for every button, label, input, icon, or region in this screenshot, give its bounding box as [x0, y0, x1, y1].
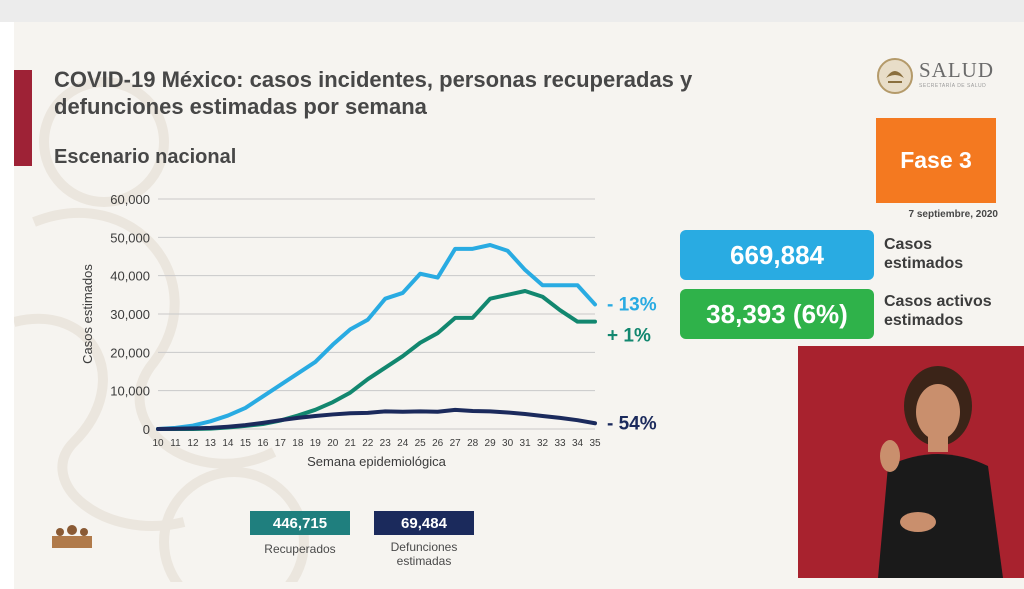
recovered-total-value: 446,715: [272, 514, 328, 532]
deaths-label-line-2: estimadas: [396, 554, 452, 568]
y-tick-label: 60,000: [110, 192, 150, 207]
slide-subtitle: Escenario nacional: [54, 146, 237, 168]
x-tick-label: 27: [450, 438, 462, 449]
x-tick-label: 12: [187, 438, 199, 449]
x-tick-label: 32: [537, 438, 549, 449]
x-tick-label: 29: [485, 438, 497, 449]
recovered-label: Recuperados: [264, 542, 336, 556]
x-tick-label: 11: [170, 438, 181, 449]
series-line-deaths: [156, 407, 597, 431]
x-tick-label: 33: [554, 438, 566, 449]
accent-bar: [14, 70, 32, 166]
x-tick-label: 30: [502, 438, 514, 449]
x-tick-label: 26: [432, 438, 444, 449]
sign-language-interpreter-video: [798, 346, 1024, 578]
x-tick-label: 18: [292, 438, 304, 449]
active-label-line-1: Casos activos: [884, 293, 992, 310]
series-change-label-deaths: - 54%: [607, 413, 657, 434]
cases-estimated-badge: 669,884: [680, 230, 874, 280]
cases-label-line-1: Casos: [884, 236, 933, 253]
x-axis-label: Semana epidemiológica: [307, 454, 447, 469]
x-tick-label: 35: [589, 438, 601, 449]
phase-label: Fase 3: [900, 147, 972, 173]
series-line-cases: [156, 243, 597, 431]
x-tick-label: 28: [467, 438, 479, 449]
x-tick-label: 22: [362, 438, 374, 449]
x-tick-label: 23: [380, 438, 392, 449]
x-tick-label: 25: [415, 438, 427, 449]
x-tick-label: 34: [572, 438, 584, 449]
cases-label-line-2: estimados: [884, 255, 964, 272]
cases-estimated-label: Casos estimados: [884, 235, 963, 273]
top-band: [0, 0, 1024, 22]
y-tick-label: 20,000: [110, 345, 150, 360]
y-tick-label: 30,000: [110, 307, 150, 322]
weekly-cases-line-chart: 0 10,000 20,000 30,000 40,000 50,000 60,000 10 1…: [80, 192, 657, 469]
interpreter-person-icon: [878, 366, 1003, 578]
y-tick-label: 50,000: [110, 230, 150, 245]
background-ornament-icon: [14, 77, 309, 582]
slide: COVID-19 México: casos incidentes, perso…: [14, 22, 1024, 589]
y-tick-label: 40,000: [110, 269, 150, 284]
salud-eagle-seal-icon: [877, 58, 913, 94]
x-tick-label: 14: [222, 438, 234, 449]
logo-text: SALUD: [919, 58, 995, 82]
x-tick-label: 10: [152, 438, 164, 449]
deaths-total-badge: 69,484: [374, 511, 474, 535]
active-cases-value: 38,393 (6%): [706, 298, 848, 329]
report-date: 7 septiembre, 2020: [908, 209, 999, 220]
deaths-total-value: 69,484: [401, 514, 447, 532]
y-tick-label: 10,000: [110, 384, 150, 399]
recovered-total-badge: 446,715: [250, 511, 350, 535]
active-cases-badge: 38,393 (6%): [680, 289, 874, 339]
people-silhouette-icon: [52, 525, 92, 548]
x-tick-label: 17: [275, 438, 287, 449]
y-tick-label: 0: [143, 422, 150, 437]
slide-title: COVID-19 México: casos incidentes, perso…: [54, 67, 693, 119]
active-cases-label: Casos activos estimados: [884, 292, 992, 330]
x-tick-label: 21: [345, 438, 357, 449]
x-tick-label: 15: [240, 438, 252, 449]
x-tick-label: 16: [257, 438, 269, 449]
y-axis-label: Casos estimados: [80, 264, 95, 364]
deaths-label-line-1: Defunciones: [390, 540, 458, 554]
active-label-line-2: estimados: [884, 312, 964, 329]
phase-badge: Fase 3: [876, 118, 996, 203]
x-tick-label: 19: [310, 438, 322, 449]
x-tick-label: 31: [520, 438, 532, 449]
x-tick-label: 20: [327, 438, 339, 449]
logo-subtext: SECRETARÍA DE SALUD: [919, 83, 987, 89]
series-change-label-cases: - 13%: [607, 294, 657, 315]
x-tick-label: 13: [205, 438, 217, 449]
series-change-label-recovered: + 1%: [607, 326, 651, 347]
deaths-label: Defunciones estimadas: [374, 540, 474, 568]
x-tick-label: 24: [397, 438, 409, 449]
cases-estimated-value: 669,884: [730, 239, 824, 270]
